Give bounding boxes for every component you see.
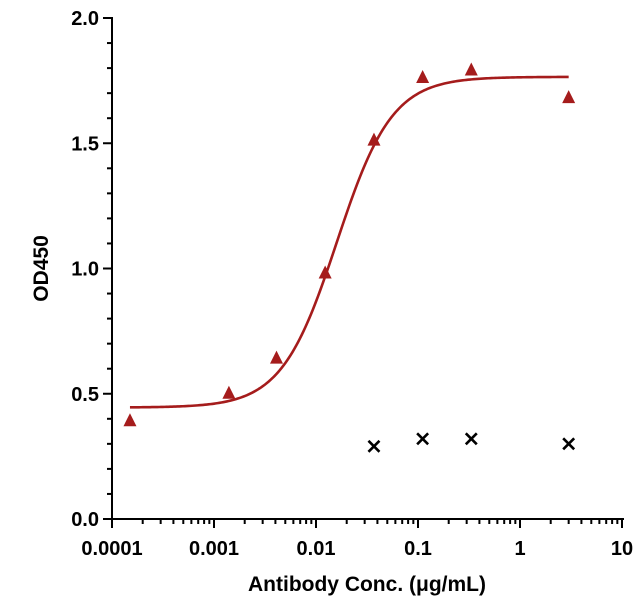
triangle-marker [270, 350, 284, 364]
y-tick-label: 1.0 [71, 259, 99, 281]
x-tick-label: 1 [514, 538, 525, 560]
x-marker-stroke [464, 432, 478, 446]
fit-curves [129, 75, 569, 409]
axes [111, 17, 624, 520]
x-tick-label: 0.001 [189, 538, 239, 560]
x-marker [367, 439, 381, 453]
triangle-marker [562, 90, 576, 104]
x-marker-stroke [562, 437, 576, 451]
y-tick-label: 2.0 [71, 8, 99, 30]
x-axis-ticks: 0.0001 0.001 0.01 0.1 1 10 [81, 519, 633, 560]
triangle-marker [222, 385, 236, 399]
x-tick-label: 0.1 [404, 538, 432, 560]
fit-curve [129, 75, 569, 409]
triangle-marker [367, 132, 381, 146]
y-axis-ticks: 0.0 0.5 1.0 1.5 2.0 [71, 8, 112, 531]
x-marker-stroke [367, 439, 381, 453]
y-axis-title: OD450 [30, 235, 53, 302]
x-tick-label: 0.01 [297, 538, 336, 560]
x-axis-title: Antibody Conc. (μg/mL) [248, 573, 486, 596]
y-tick-label: 0.5 [71, 384, 99, 406]
triangle-marker [318, 265, 332, 279]
x-tick-label: 10 [611, 538, 633, 560]
x-marker [464, 432, 478, 446]
triangle-marker [464, 62, 478, 76]
triangle-marker [123, 413, 137, 427]
data-markers [123, 62, 576, 453]
y-tick-label: 0.0 [71, 509, 99, 531]
y-tick-label: 1.5 [71, 133, 99, 155]
x-marker [416, 432, 430, 446]
x-tick-label: 0.0001 [81, 538, 142, 560]
x-marker [562, 437, 576, 451]
x-marker-stroke [416, 432, 430, 446]
triangle-marker [416, 70, 430, 84]
